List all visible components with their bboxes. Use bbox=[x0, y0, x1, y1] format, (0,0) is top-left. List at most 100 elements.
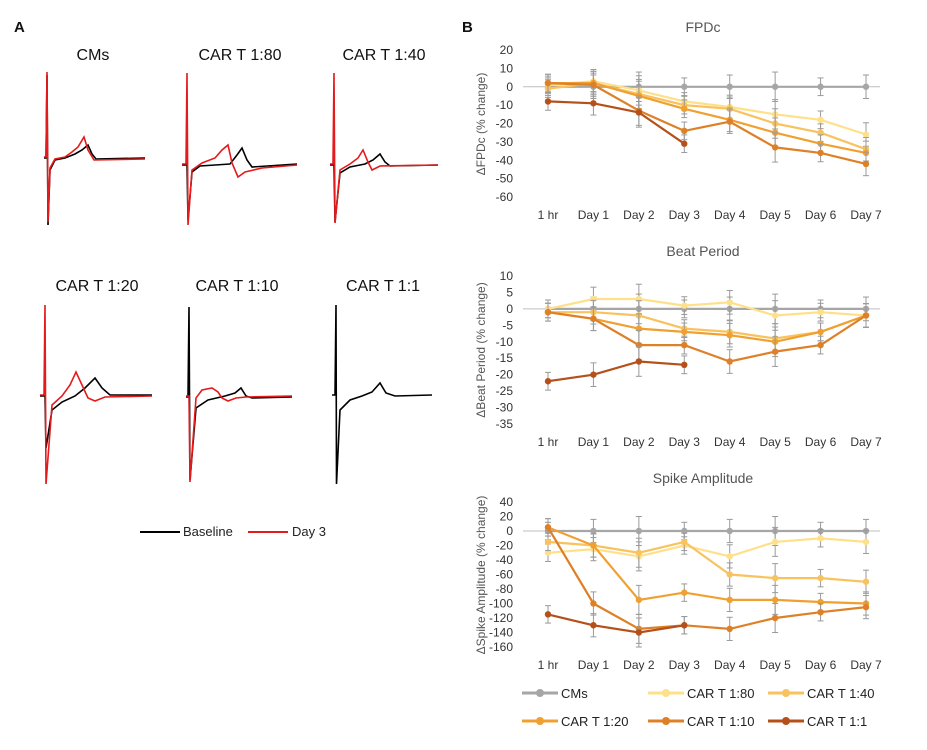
y-tick-label: -120 bbox=[489, 611, 513, 625]
baseline-legend-label: Baseline bbox=[183, 524, 233, 539]
data-point bbox=[726, 358, 733, 365]
y-tick-label: -25 bbox=[496, 384, 514, 398]
legend-label: CAR T 1:20 bbox=[561, 714, 628, 729]
y-tick-label: 20 bbox=[500, 43, 514, 57]
y-tick-label: -60 bbox=[496, 190, 514, 204]
trace-baseline-line bbox=[182, 146, 298, 221]
data-point bbox=[544, 378, 552, 385]
data-point bbox=[817, 116, 824, 124]
legend-item-cms: CMs bbox=[522, 686, 588, 701]
data-point bbox=[817, 341, 824, 349]
data-point bbox=[726, 527, 733, 535]
data-point bbox=[590, 542, 597, 549]
data-point bbox=[635, 358, 643, 365]
data-point bbox=[771, 144, 779, 151]
data-point bbox=[817, 308, 824, 316]
series-line bbox=[547, 100, 685, 145]
trace-panel: CMs CAR T 1:80 CAR T 1:40 CAR T 1:20 CAR… bbox=[40, 47, 439, 539]
x-tick-label: Day 3 bbox=[669, 658, 701, 672]
series-car-t-1-10 bbox=[544, 302, 870, 374]
legend-label: CAR T 1:10 bbox=[687, 714, 754, 729]
legend-item-car-t-1-80: CAR T 1:80 bbox=[648, 686, 754, 701]
data-point bbox=[681, 105, 688, 113]
legend-item-car-t-1-10: CAR T 1:10 bbox=[648, 714, 754, 729]
series-line bbox=[547, 526, 867, 605]
data-point bbox=[635, 629, 643, 636]
data-point bbox=[681, 589, 688, 596]
x-tick-label: Day 5 bbox=[759, 435, 791, 449]
trace-day3-line bbox=[44, 71, 146, 223]
x-tick-label: Day 1 bbox=[578, 435, 610, 449]
legend-label: CAR T 1:40 bbox=[807, 686, 874, 701]
x-tick-label: Day 4 bbox=[714, 658, 746, 672]
data-point bbox=[681, 622, 688, 629]
data-point bbox=[862, 578, 870, 585]
y-tick-label: 0 bbox=[506, 302, 513, 316]
y-tick-label: 10 bbox=[500, 61, 514, 75]
data-point bbox=[544, 308, 552, 316]
data-point bbox=[590, 315, 597, 322]
data-point bbox=[590, 371, 597, 378]
data-point bbox=[862, 160, 870, 168]
legend-marker bbox=[782, 689, 790, 697]
data-point bbox=[771, 312, 779, 319]
data-point bbox=[817, 328, 824, 336]
y-tick-label: -40 bbox=[496, 553, 514, 567]
fpdc-chart: FPDc ΔFPDc (% change) 20 10 0 -10 -20 -30 -40 -… bbox=[474, 19, 882, 222]
y-tick-label: -50 bbox=[496, 172, 514, 186]
y-tick-label: 0 bbox=[506, 524, 513, 538]
y-tick-label: -40 bbox=[496, 153, 514, 167]
data-point bbox=[681, 328, 688, 336]
data-point bbox=[771, 348, 779, 355]
series-line bbox=[547, 540, 867, 583]
series-car-t-1-10 bbox=[544, 72, 870, 177]
trace-title-car-t-1-20: CAR T 1:20 bbox=[55, 278, 138, 295]
y-axis-label: ΔSpike Amplitude (% change) bbox=[474, 496, 488, 655]
x-tick-label: 1 hr bbox=[538, 658, 559, 672]
data-point bbox=[681, 538, 688, 546]
trace-baseline-line bbox=[330, 152, 439, 223]
data-point bbox=[862, 312, 870, 319]
x-tick-label: Day 2 bbox=[623, 658, 655, 672]
x-tick-label: Day 2 bbox=[623, 435, 655, 449]
series-line bbox=[547, 297, 867, 317]
data-point bbox=[544, 611, 552, 618]
data-point bbox=[726, 118, 733, 125]
trace-title-car-t-1-10: CAR T 1:10 bbox=[195, 278, 278, 295]
y-tick-label: -35 bbox=[496, 417, 514, 431]
x-tick-label: 1 hr bbox=[538, 208, 559, 222]
data-point bbox=[635, 109, 643, 116]
data-point bbox=[862, 83, 870, 90]
data-point bbox=[771, 614, 779, 622]
data-point bbox=[681, 83, 688, 90]
y-tick-label: -160 bbox=[489, 640, 513, 654]
legend-label: CMs bbox=[561, 686, 588, 701]
trace-title-car-t-1-40: CAR T 1:40 bbox=[342, 47, 425, 64]
legend-marker bbox=[782, 717, 790, 725]
series-car-t-1-1 bbox=[544, 346, 688, 391]
data-point bbox=[681, 140, 688, 147]
x-tick-label: Day 2 bbox=[623, 208, 655, 222]
data-point bbox=[817, 129, 824, 136]
data-point bbox=[544, 524, 552, 531]
beat-period-chart: Beat Period ΔBeat Period (% change) 10 5 0… bbox=[474, 243, 882, 449]
data-point bbox=[771, 574, 779, 582]
y-tick-label: -140 bbox=[489, 626, 513, 640]
y-tick-label: -10 bbox=[496, 98, 514, 112]
x-tick-label: Day 5 bbox=[759, 208, 791, 222]
data-point bbox=[726, 299, 733, 306]
data-point bbox=[590, 527, 597, 535]
data-point bbox=[862, 538, 870, 546]
data-point bbox=[544, 79, 552, 87]
trace-day3-line bbox=[186, 387, 293, 483]
x-tick-label: 1 hr bbox=[538, 435, 559, 449]
data-point bbox=[544, 549, 552, 556]
y-axis-label: ΔBeat Period (% change) bbox=[474, 282, 488, 417]
trace-car-t-1-40 bbox=[330, 72, 439, 224]
data-point bbox=[544, 538, 552, 546]
y-tick-label: -100 bbox=[489, 597, 513, 611]
x-tick-label: Day 7 bbox=[850, 208, 882, 222]
data-point bbox=[635, 527, 643, 535]
data-point bbox=[862, 131, 870, 138]
y-tick-label: -5 bbox=[502, 318, 513, 332]
